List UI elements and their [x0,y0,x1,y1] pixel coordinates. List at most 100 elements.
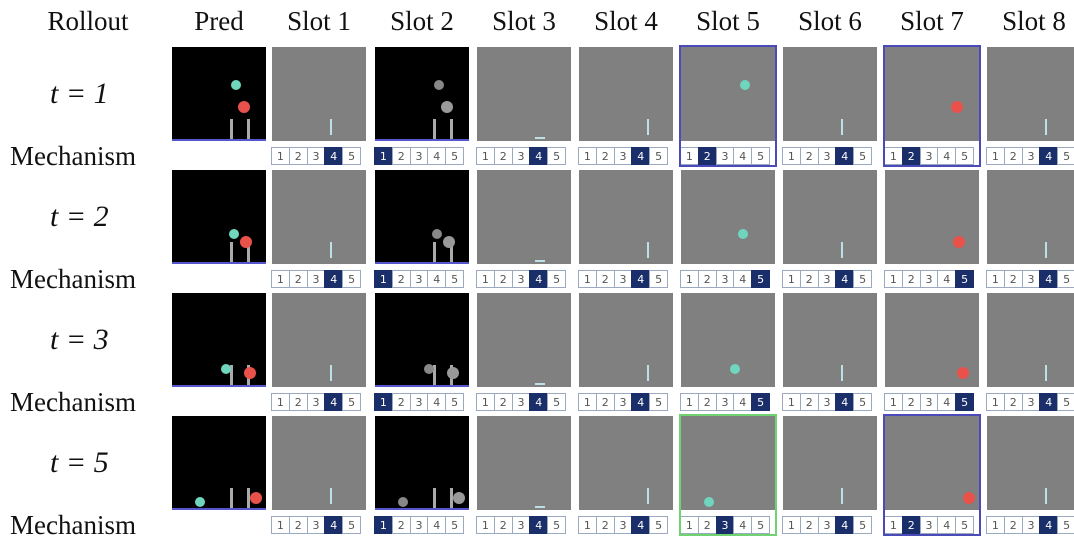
mechanism-box: 4 [631,147,650,165]
mechanism-box: 1 [986,147,1005,165]
mechanism-label: Mechanism [10,510,136,541]
slot-image [477,416,571,510]
mechanism-box: 4 [1039,393,1058,411]
slot-image [783,416,877,510]
ball [231,80,241,90]
mechanism-box: 1 [374,270,393,288]
mechanism-box: 4 [324,270,343,288]
mechanism-box: 5 [1057,393,1074,411]
slot-frame [679,414,777,536]
row-label: t = 1 [50,77,109,111]
mechanism-box: 5 [1057,270,1074,288]
ball [229,229,239,239]
mechanism-box: 3 [614,270,633,288]
mechanism-box: 5 [547,516,566,534]
mechanism-box: 2 [596,516,615,534]
mechanism-box: 2 [698,393,717,411]
mechanism-box: 3 [307,147,326,165]
column-header: Rollout [28,6,148,37]
mechanism-box: 2 [392,393,411,411]
mechanism-box: 1 [476,270,495,288]
slot-image [987,47,1074,141]
slot-image [375,47,469,141]
pred-image [172,170,266,264]
mechanism-box: 4 [835,147,854,165]
slot-image [477,170,571,264]
floor [375,262,469,264]
mechanism-box: 3 [614,393,633,411]
mechanism-box: 3 [920,393,939,411]
mechanism-box: 4 [427,147,446,165]
mechanism-bar: 12345 [477,270,566,288]
stick [647,365,649,381]
mechanism-box: 5 [445,147,464,165]
mechanism-box: 1 [271,270,290,288]
mechanism-box: 4 [324,147,343,165]
mechanism-box: 1 [884,270,903,288]
slot-image [987,170,1074,264]
floor [172,508,266,510]
mechanism-box: 1 [986,270,1005,288]
mechanism-bar: 12345 [272,393,361,411]
slot-image [272,416,366,510]
slot-image [477,293,571,387]
column-header: Slot 1 [259,6,379,37]
mechanism-bar: 12345 [987,516,1074,534]
mechanism-box: 5 [649,270,668,288]
mechanism-box: 1 [782,147,801,165]
mechanism-box: 1 [578,270,597,288]
mechanism-box: 2 [1004,147,1023,165]
mechanism-box: 1 [374,393,393,411]
slot-image [783,170,877,264]
mechanism-box: 3 [410,516,429,534]
mechanism-box: 3 [920,270,939,288]
slot-image [272,47,366,141]
stick [841,488,843,504]
mechanism-bar: 12345 [579,393,668,411]
mechanism-box: 2 [800,147,819,165]
ball [953,236,965,248]
floor [375,385,469,387]
slot-image [579,416,673,510]
stick [330,365,332,381]
mechanism-box: 3 [410,147,429,165]
ball [434,80,444,90]
stick [535,260,545,262]
mechanism-box: 5 [1057,516,1074,534]
mechanism-box: 5 [547,270,566,288]
mechanism-box: 2 [289,270,308,288]
mechanism-box: 3 [512,393,531,411]
mechanism-box: 1 [986,393,1005,411]
mechanism-box: 5 [547,393,566,411]
mechanism-box: 1 [782,270,801,288]
mechanism-box: 2 [289,147,308,165]
mechanism-bar: 12345 [272,516,361,534]
stick [647,488,649,504]
slot-image [885,170,979,264]
floor [172,385,266,387]
ball [447,367,459,379]
mechanism-box: 1 [680,393,699,411]
mechanism-box: 4 [1039,270,1058,288]
mechanism-box: 5 [1057,147,1074,165]
mechanism-box: 5 [649,516,668,534]
mechanism-box: 2 [392,516,411,534]
mechanism-bar: 12345 [375,516,464,534]
mechanism-bar: 12345 [579,516,668,534]
floor [172,262,266,264]
slot-frame [679,45,777,167]
ball [957,367,969,379]
mechanism-box: 5 [547,147,566,165]
mechanism-box: 4 [427,393,446,411]
mechanism-box: 1 [782,393,801,411]
mechanism-bar: 12345 [272,147,361,165]
mechanism-box: 1 [782,516,801,534]
mechanism-box: 4 [324,393,343,411]
floor [375,508,469,510]
ball [238,101,250,113]
ball [441,101,453,113]
ball [244,367,256,379]
mechanism-box: 2 [289,516,308,534]
mechanism-box: 3 [1022,393,1041,411]
